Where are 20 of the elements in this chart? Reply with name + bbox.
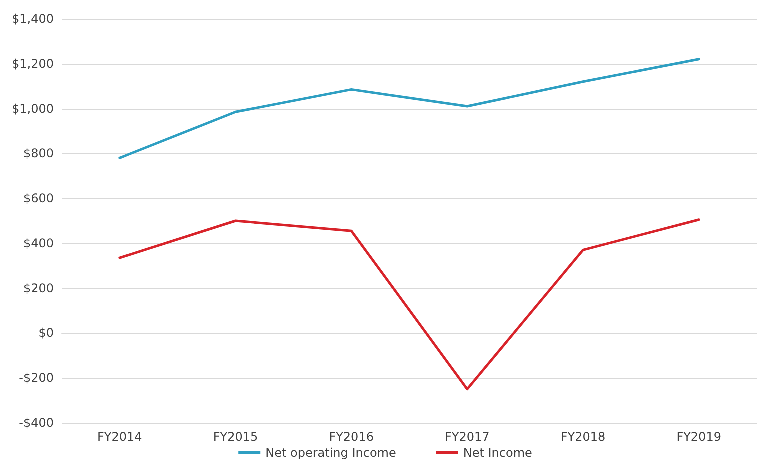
y-tick-label: $1,400 xyxy=(12,12,54,26)
line-series xyxy=(118,58,700,160)
y-tick-label: -$400 xyxy=(19,416,54,430)
y-tick-label: $800 xyxy=(23,146,54,161)
y-tick-label: $1,200 xyxy=(12,56,54,71)
x-tick-label: FY2017 xyxy=(445,430,490,444)
line-series xyxy=(118,218,700,391)
x-tick-label: FY2018 xyxy=(560,430,606,444)
legend-label: Net operating Income xyxy=(266,446,396,460)
legend-label: Net Income xyxy=(463,446,532,460)
x-tick-label: FY2014 xyxy=(98,430,142,444)
y-tick-label: -$200 xyxy=(19,371,54,386)
y-tick-label: $1,000 xyxy=(12,102,54,116)
x-tick-label: FY2016 xyxy=(329,430,374,444)
x-tick-label: FY2019 xyxy=(676,430,722,444)
y-tick-label: $600 xyxy=(23,192,54,206)
y-tick-label: $200 xyxy=(23,281,54,296)
x-tick-label: FY2015 xyxy=(213,430,258,444)
y-tick-label: $400 xyxy=(23,236,54,250)
y-tick-label: $0 xyxy=(38,326,54,340)
